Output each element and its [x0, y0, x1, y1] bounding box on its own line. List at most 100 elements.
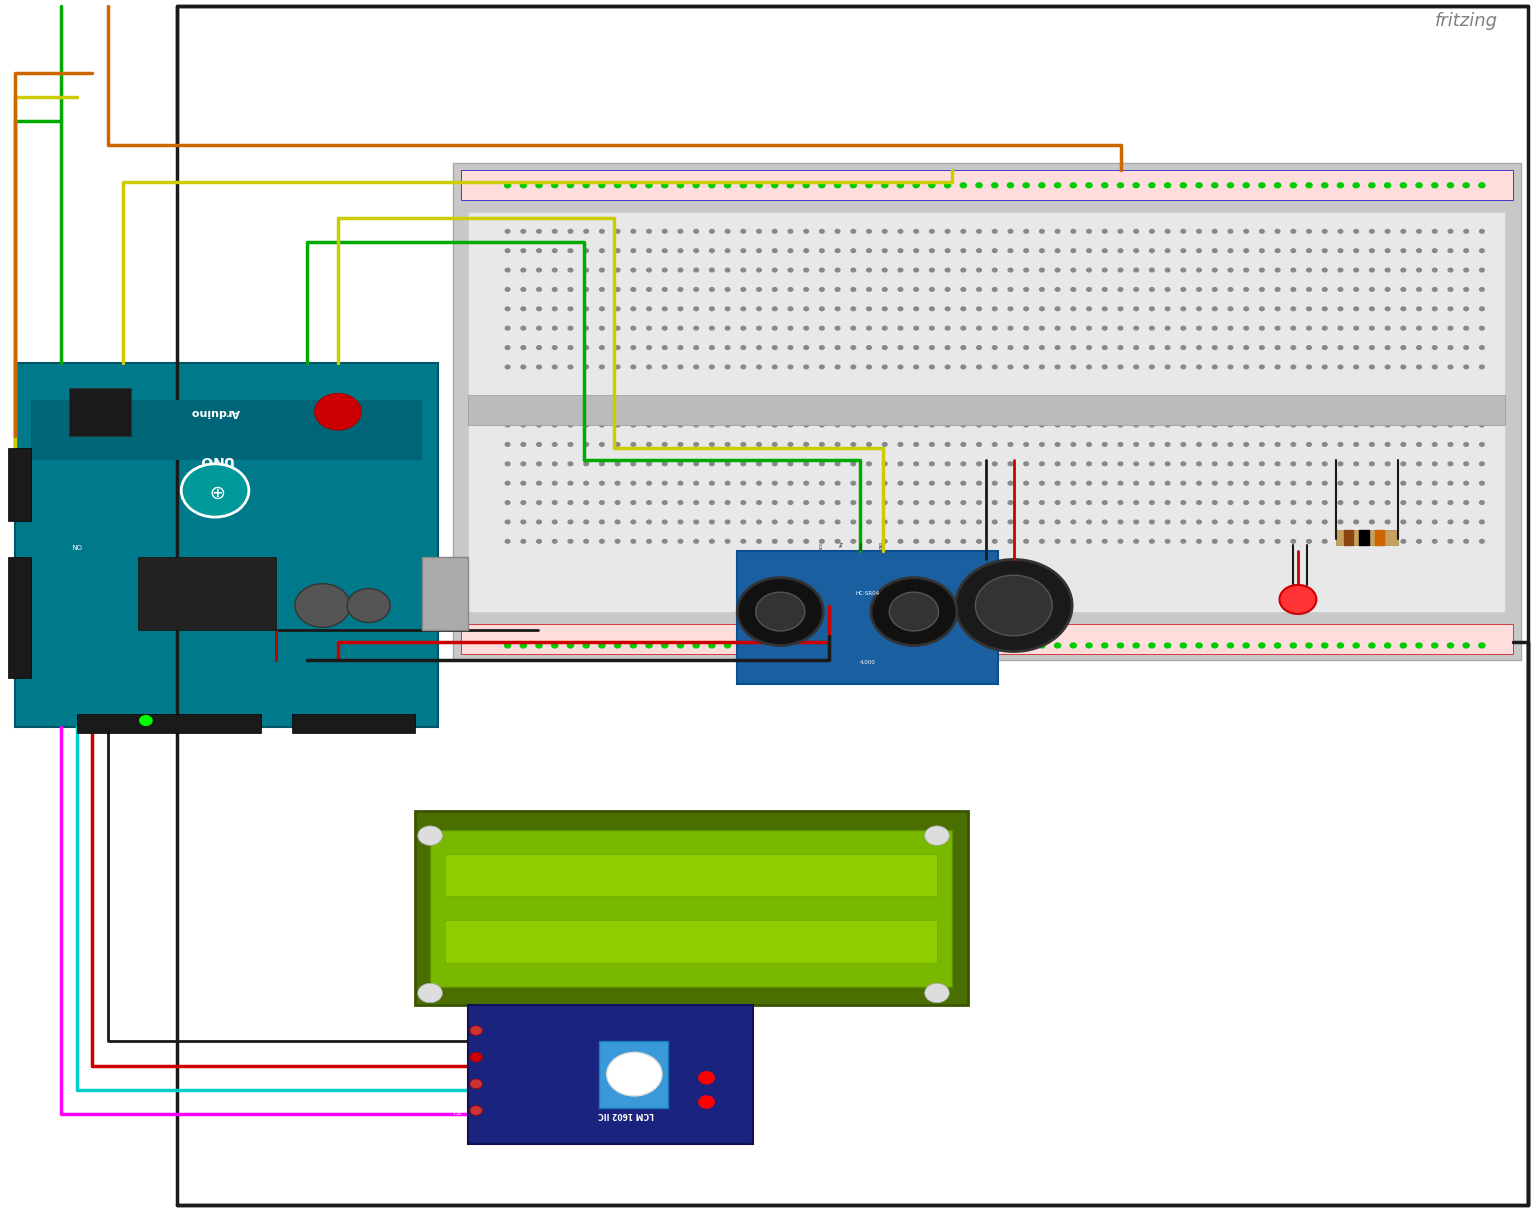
- Circle shape: [756, 592, 805, 631]
- Circle shape: [757, 249, 762, 253]
- Circle shape: [851, 183, 857, 188]
- Circle shape: [536, 249, 541, 253]
- Circle shape: [992, 423, 997, 427]
- Circle shape: [929, 183, 935, 188]
- Circle shape: [1134, 521, 1138, 524]
- Circle shape: [1338, 366, 1342, 369]
- Circle shape: [914, 249, 919, 253]
- Bar: [138, 557, 276, 630]
- Circle shape: [599, 183, 605, 188]
- Circle shape: [1338, 288, 1342, 292]
- Circle shape: [710, 443, 714, 447]
- Circle shape: [851, 346, 856, 350]
- Circle shape: [1479, 183, 1485, 188]
- Circle shape: [1055, 346, 1060, 350]
- Circle shape: [962, 288, 966, 292]
- Circle shape: [1433, 501, 1438, 505]
- Circle shape: [616, 443, 621, 447]
- Circle shape: [1260, 346, 1264, 350]
- Circle shape: [851, 269, 856, 272]
- Circle shape: [788, 423, 793, 427]
- Circle shape: [616, 501, 621, 505]
- Circle shape: [725, 521, 730, 524]
- Circle shape: [505, 230, 510, 234]
- Circle shape: [1134, 249, 1138, 253]
- Circle shape: [181, 464, 249, 517]
- Circle shape: [851, 423, 856, 427]
- Circle shape: [647, 249, 651, 253]
- Circle shape: [631, 327, 636, 331]
- Circle shape: [1071, 327, 1075, 331]
- Circle shape: [1448, 443, 1453, 447]
- Circle shape: [1025, 308, 1029, 311]
- Circle shape: [803, 230, 808, 234]
- Circle shape: [992, 482, 997, 486]
- Circle shape: [1370, 482, 1375, 486]
- Circle shape: [677, 643, 684, 648]
- Circle shape: [1181, 423, 1186, 427]
- Circle shape: [975, 183, 982, 188]
- Circle shape: [631, 288, 636, 292]
- Circle shape: [977, 308, 982, 311]
- Circle shape: [1385, 230, 1390, 234]
- Circle shape: [1401, 366, 1405, 369]
- Circle shape: [757, 443, 762, 447]
- Circle shape: [866, 308, 871, 311]
- Circle shape: [1071, 183, 1077, 188]
- Circle shape: [1008, 521, 1012, 524]
- Circle shape: [1464, 643, 1470, 648]
- Circle shape: [553, 482, 558, 486]
- Circle shape: [960, 643, 966, 648]
- Circle shape: [315, 394, 361, 430]
- Circle shape: [1433, 346, 1438, 350]
- Circle shape: [1244, 443, 1249, 447]
- Circle shape: [962, 230, 966, 234]
- Circle shape: [899, 521, 903, 524]
- Circle shape: [1260, 327, 1264, 331]
- Circle shape: [1181, 269, 1186, 272]
- Circle shape: [914, 423, 919, 427]
- Circle shape: [1479, 230, 1484, 234]
- Bar: [77, 714, 261, 733]
- Circle shape: [836, 461, 840, 466]
- Circle shape: [662, 308, 667, 311]
- Circle shape: [1307, 423, 1312, 427]
- Circle shape: [771, 643, 777, 648]
- Circle shape: [1448, 346, 1453, 350]
- Circle shape: [1416, 230, 1421, 234]
- Circle shape: [1448, 539, 1453, 543]
- Circle shape: [914, 346, 919, 350]
- Circle shape: [1307, 269, 1312, 272]
- Circle shape: [899, 327, 903, 331]
- Circle shape: [1071, 423, 1075, 427]
- Circle shape: [710, 327, 714, 331]
- Circle shape: [882, 249, 888, 253]
- Circle shape: [1401, 308, 1405, 311]
- Circle shape: [616, 269, 621, 272]
- Circle shape: [1134, 327, 1138, 331]
- Circle shape: [1353, 327, 1358, 331]
- Circle shape: [788, 366, 793, 369]
- Circle shape: [773, 539, 777, 543]
- Circle shape: [1307, 366, 1312, 369]
- Circle shape: [1307, 461, 1312, 466]
- Circle shape: [616, 288, 621, 292]
- Circle shape: [1464, 308, 1468, 311]
- Circle shape: [679, 501, 682, 505]
- Circle shape: [694, 461, 699, 466]
- Circle shape: [1275, 521, 1279, 524]
- Circle shape: [568, 366, 573, 369]
- Circle shape: [1290, 183, 1296, 188]
- Circle shape: [1103, 308, 1107, 311]
- Circle shape: [897, 183, 903, 188]
- Circle shape: [929, 521, 934, 524]
- Circle shape: [788, 643, 794, 648]
- Circle shape: [647, 346, 651, 350]
- Circle shape: [975, 643, 982, 648]
- Circle shape: [945, 482, 949, 486]
- Circle shape: [1118, 539, 1123, 543]
- Circle shape: [1385, 539, 1390, 543]
- Circle shape: [1118, 269, 1123, 272]
- Circle shape: [1370, 327, 1375, 331]
- Circle shape: [568, 482, 573, 486]
